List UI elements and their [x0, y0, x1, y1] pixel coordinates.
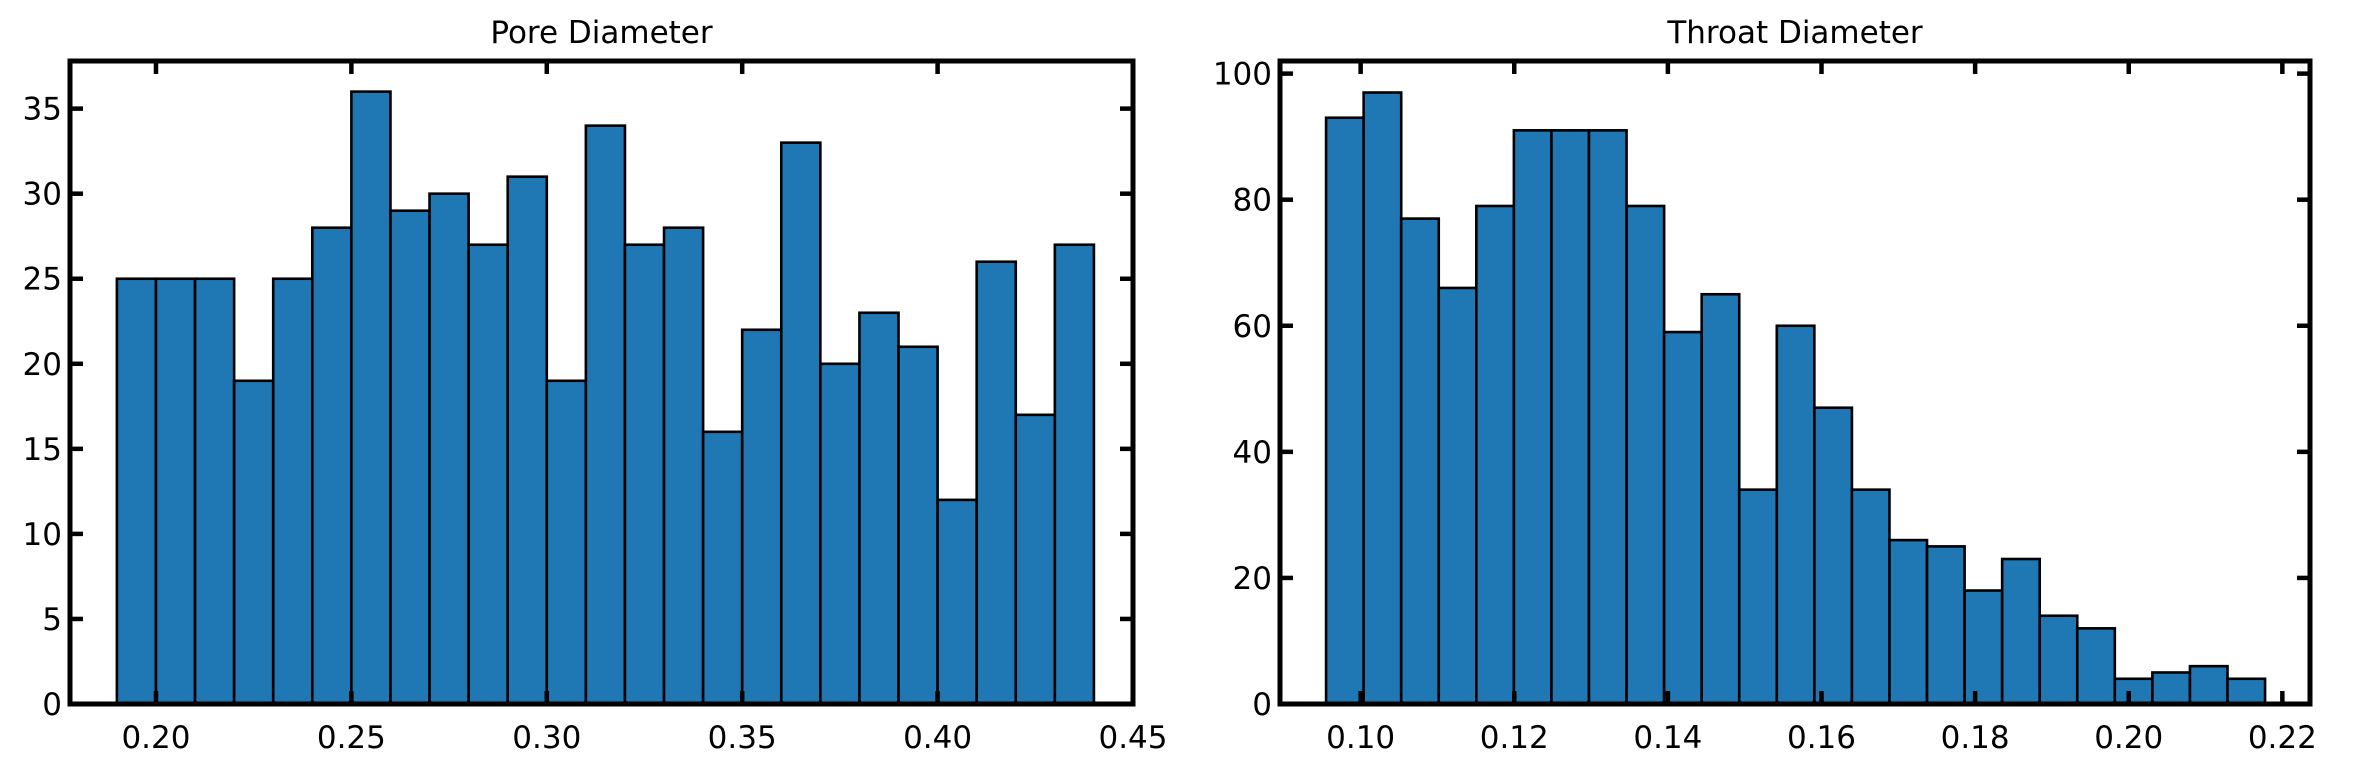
histogram-bar	[1662, 330, 1703, 706]
chart-title: Throat Diameter	[1666, 15, 1923, 51]
x-tick-label: 0.35	[708, 720, 777, 756]
histogram-bar	[1963, 589, 2004, 706]
y-tick-label: 40	[1233, 435, 1272, 471]
x-tick-label: 0.45	[1098, 720, 1167, 756]
y-tick-label: 80	[1233, 183, 1272, 219]
x-tick-label: 0.40	[903, 720, 972, 756]
histogram-bar	[1888, 538, 1929, 706]
histogram-bar	[2113, 677, 2154, 706]
x-tick-label: 0.10	[1326, 720, 1395, 756]
histogram-bar	[623, 243, 666, 706]
throat-diameter-histogram: 0.10 0.12 0.14 0.16 0.18 0.20 0.22 0 20 40 60 80 100…	[1213, 15, 2317, 756]
histogram-bar	[779, 141, 822, 706]
histogram-bar	[311, 226, 353, 706]
histogram-bar	[1437, 286, 1478, 706]
histogram-bar	[1625, 204, 1666, 706]
histogram-bar	[350, 90, 392, 706]
pore-diameter-histogram: 0.20 0.25 0.30 0.35 0.40 0.45 0 5 10 15 20 25 30 35 Po…	[23, 15, 1168, 756]
histogram-bar	[1587, 129, 1628, 706]
x-tick-label: 0.20	[2094, 720, 2163, 756]
histogram-bar	[2000, 557, 2042, 706]
y-tick-label: 30	[23, 177, 62, 213]
histogram-bar	[1737, 488, 1779, 706]
axes-frame	[67, 58, 1136, 707]
histogram-bar	[154, 277, 197, 706]
histogram-bar	[2188, 664, 2229, 706]
histogram-bar	[271, 277, 314, 706]
axes-frame	[1277, 58, 2313, 707]
histogram-bar	[740, 328, 783, 706]
histogram-bar	[1512, 129, 1553, 706]
y-tick-label: 25	[23, 262, 62, 298]
histogram-bar	[2151, 671, 2192, 706]
histogram-bar	[389, 209, 431, 706]
histogram-bar	[2226, 677, 2267, 706]
histogram-bar	[819, 362, 861, 706]
x-tick-label: 0.16	[1787, 720, 1856, 756]
histogram-bar	[1362, 91, 1403, 706]
histogram-bar	[1053, 243, 1096, 706]
histogram-bar	[193, 277, 236, 706]
x-tick-label: 0.22	[2248, 720, 2317, 756]
histogram-bar	[936, 498, 978, 706]
x-tick-label: 0.18	[1941, 720, 2010, 756]
histogram-bar	[1399, 217, 1441, 706]
histogram-bar	[1475, 204, 1516, 706]
y-tick-label: 35	[23, 92, 62, 128]
histogram-bar	[897, 345, 939, 706]
histogram-bar	[232, 379, 275, 706]
y-tick-label: 60	[1233, 309, 1272, 345]
histogram-bar	[858, 311, 900, 706]
x-tick-label: 0.30	[512, 720, 581, 756]
histogram-bar	[115, 277, 158, 706]
histogram-bar	[2038, 614, 2079, 706]
histogram-bar	[584, 124, 627, 706]
histogram-bar	[1775, 324, 1816, 706]
x-tick-label: 0.14	[1633, 720, 1702, 756]
y-tick-label: 0	[1252, 687, 1272, 723]
y-tick-label: 0	[42, 687, 62, 723]
y-tick-label: 10	[23, 517, 62, 553]
histogram-bar	[1700, 292, 1741, 706]
y-tick-label: 100	[1213, 57, 1272, 93]
histogram-bar	[506, 175, 549, 706]
y-tick-label: 20	[1233, 561, 1272, 597]
y-tick-label: 5	[42, 602, 62, 638]
histogram-bar	[467, 243, 510, 706]
histogram-bar	[1850, 488, 1891, 706]
histogram-bar	[975, 260, 1018, 706]
x-tick-label: 0.12	[1480, 720, 1549, 756]
y-tick-label: 20	[23, 347, 62, 383]
histogram-bar	[2075, 627, 2117, 706]
histogram-bar	[1014, 413, 1057, 706]
histogram-bar	[662, 226, 705, 706]
histogram-bar	[1324, 116, 1365, 706]
histogram-bar	[1550, 129, 1591, 706]
histogram-bar	[1925, 545, 1966, 706]
x-tick-label: 0.25	[317, 720, 386, 756]
chart-title: Pore Diameter	[490, 15, 713, 51]
histogram-bar	[428, 192, 470, 706]
y-tick-label: 15	[23, 432, 62, 468]
histogram-bar	[545, 379, 588, 706]
histogram-bar	[701, 430, 744, 706]
histogram-bar	[1813, 406, 1854, 706]
x-tick-label: 0.20	[121, 720, 190, 756]
